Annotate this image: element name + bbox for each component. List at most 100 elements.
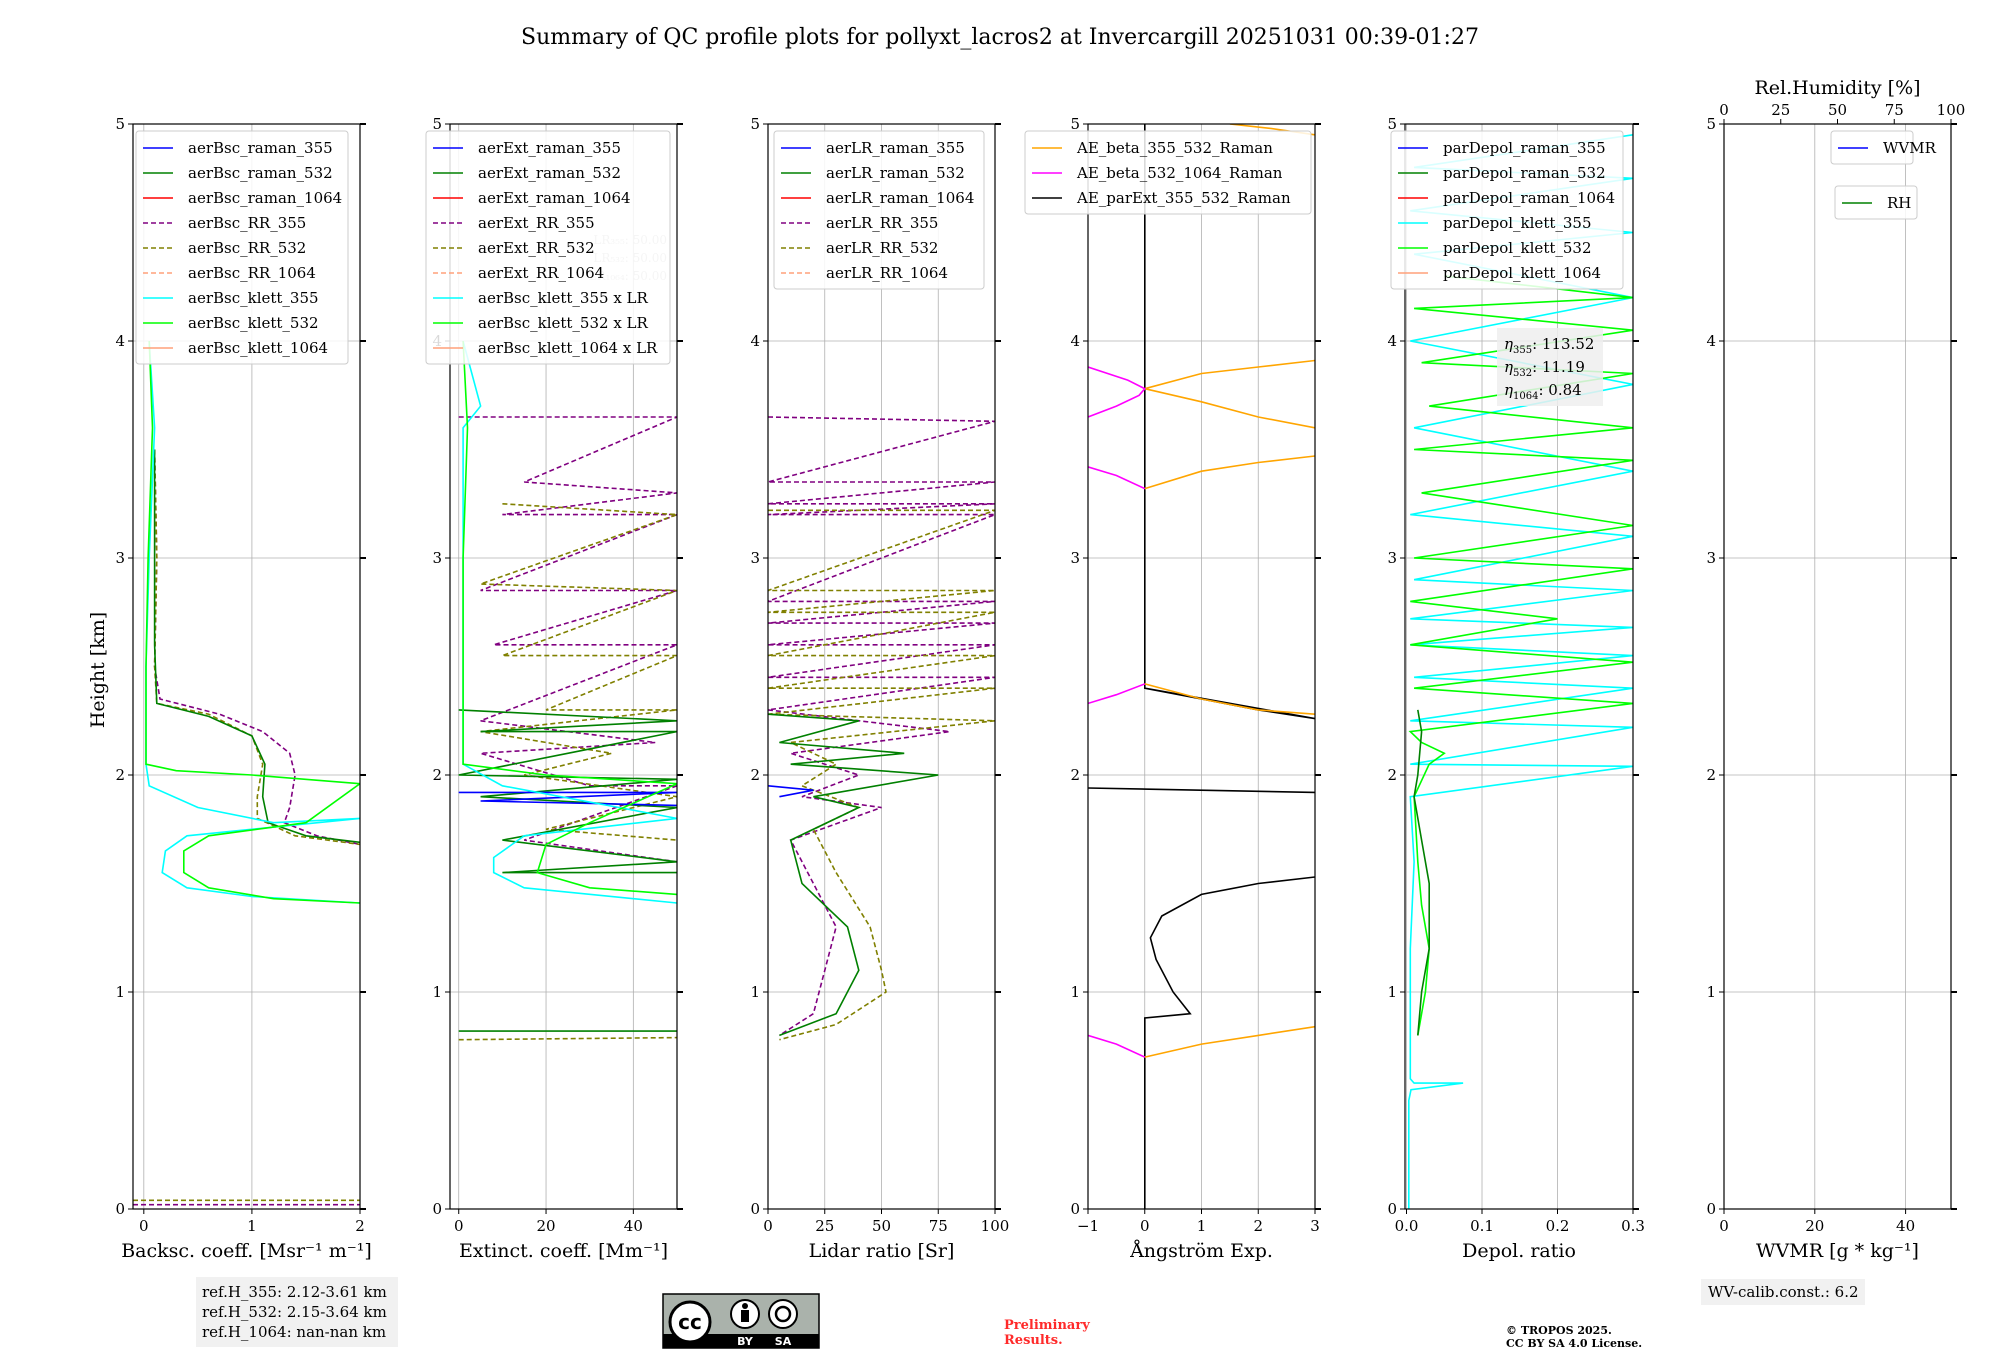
series-group: [768, 416, 995, 1041]
legend-entry: aerLR_RR_1064: [826, 264, 948, 282]
series-line-aerBsc_RR_532: [153, 449, 360, 846]
x-axis-label: Lidar ratio [Sr]: [809, 1240, 955, 1262]
y-tick-label: 5: [432, 115, 442, 133]
legend-entry: aerBsc_klett_532: [188, 314, 319, 332]
x-axis-label: Depol. ratio: [1462, 1240, 1576, 1262]
series-line-aerExt_raman_355: [458, 791, 677, 807]
legend-entry: aerBsc_klett_355: [188, 289, 319, 307]
y-tick-label: 0: [1706, 1200, 1716, 1218]
x-tick-label: 0.1: [1470, 1217, 1494, 1235]
y-tick-label: 4: [750, 332, 760, 350]
series-line-AE_beta_532_1064_Raman_a: [1088, 1034, 1146, 1058]
y-tick-label: 4: [115, 332, 125, 350]
x-axis-label: Extinct. coeff. [Mm⁻¹]: [459, 1240, 668, 1262]
panel-dep: 0.0 0.1 0.2 0.3 0 1 2 3 4 5 Depol. ratio parDepol_r…: [1387, 115, 1644, 1262]
ref-height-box: ref.H_355: 2.12-3.61 km ref.H_532: 2.15-…: [196, 1277, 398, 1347]
y-tick-label: 2: [432, 766, 442, 784]
legend-entry: aerBsc_raman_532: [188, 164, 333, 182]
legend-entry: parDepol_klett_1064: [1443, 264, 1601, 282]
legend-entry: aerBsc_klett_532 x LR: [478, 314, 649, 332]
axes-frame: [132, 123, 361, 1210]
x-tick-label: 40: [624, 1217, 643, 1235]
legend-box: [1024, 130, 1312, 215]
y-tick-label: 4: [1706, 332, 1716, 350]
panel-lr: 0 25 50 75 100 0 1 2 3 4 5 Lidar ratio [Sr] aerLR_ra…: [750, 115, 1009, 1262]
series-line-AE_beta_355_532_Raman_a: [1144, 1025, 1315, 1058]
y-tick-label: 3: [1070, 549, 1080, 567]
x2-axis-label: Rel.Humidity [%]: [1754, 77, 1920, 99]
y-tick-label: 2: [115, 766, 125, 784]
legend-entry: aerExt_RR_532: [478, 239, 595, 257]
series-group: [1408, 134, 1633, 1209]
y-tick-label: 1: [432, 983, 442, 1001]
legend-entry: aerLR_raman_1064: [826, 189, 974, 207]
legend-box: [425, 130, 671, 365]
legend-entry: aerLR_raman_532: [826, 164, 965, 182]
x-tick-label: 25: [815, 1217, 834, 1235]
x2-tick-label: 100: [1937, 101, 1966, 119]
legend-entry: RH: [1887, 194, 1911, 212]
wv-calib-box: WV-calib.const.: 6.2: [1701, 1279, 1865, 1305]
y-tick-label: 0: [750, 1200, 760, 1218]
y-tick-label: 2: [1387, 766, 1397, 784]
x-tick-label: 2: [355, 1217, 365, 1235]
preliminary-label: Preliminary: [1004, 1318, 1090, 1333]
x-tick-label: 0.0: [1395, 1217, 1419, 1235]
x2-tick-label: 50: [1828, 101, 1847, 119]
legend-entry: aerLR_RR_532: [826, 239, 938, 257]
series-line-AE_beta_355_532_Raman_d: [1144, 387, 1315, 429]
legend-entry: aerBsc_raman_355: [188, 139, 333, 157]
y-tick-label: 3: [115, 549, 125, 567]
eta-value: η355: 113.52: [1504, 335, 1594, 356]
x-tick-label: 0: [763, 1217, 773, 1235]
y-tick-label: 0: [432, 1200, 442, 1218]
series-line-AE_beta_355_532_Raman_e: [1144, 359, 1315, 390]
x-tick-label: 0.2: [1546, 1217, 1570, 1235]
x-tick-label: 3: [1310, 1217, 1320, 1235]
legend-entry: AE_parExt_355_532_Raman: [1076, 189, 1291, 207]
series-group: [133, 340, 360, 1206]
x-tick-label: 20: [536, 1217, 555, 1235]
series-line-aerBsc_klett_532: [145, 340, 360, 904]
series-line-AE_beta_532_1064_Raman_d: [1088, 366, 1147, 418]
y-tick-label: 1: [1706, 983, 1716, 1001]
x-axis-label: WVMR [g * kg⁻¹]: [1756, 1240, 1919, 1262]
x-axis-label: Ångström Exp.: [1129, 1240, 1273, 1262]
x-tick-label: 0: [454, 1217, 464, 1235]
series-line-aerBsc_klett_532 x LR: [462, 340, 677, 896]
series-line-aerBsc_klett_355 x LR: [462, 340, 677, 904]
eta-value: η532: 11.19: [1504, 358, 1585, 379]
y-tick-label: 3: [1387, 549, 1397, 567]
ref-height-355: ref.H_355: 2.12-3.61 km: [202, 1283, 387, 1301]
series-line-aerLR_raman_355: [768, 785, 814, 798]
axes-frame: [1404, 123, 1634, 1210]
share-alike-icon: [768, 1299, 798, 1329]
y-tick-label: 2: [1706, 766, 1716, 784]
y-tick-label: 5: [750, 115, 760, 133]
axes-frame: [449, 123, 678, 1210]
y-axis-label: Height [km]: [87, 612, 109, 728]
panel-ext: 02040012345Extinct. coeff. [Mm⁻¹]LR₃₅₅: …: [425, 115, 683, 1262]
y-tick-label: 5: [1070, 115, 1080, 133]
series-line-aerLR_raman_532: [768, 713, 939, 1037]
x-tick-label: 40: [1896, 1217, 1915, 1235]
x-tick-label: 0: [1719, 1217, 1729, 1235]
copyright-line-2: CC BY SA 4.0 License.: [1506, 1337, 1642, 1350]
x-tick-label: 50: [872, 1217, 891, 1235]
y-tick-label: 5: [1706, 115, 1716, 133]
legend-entry: aerBsc_RR_1064: [188, 264, 316, 282]
legend-entry: aerExt_raman_355: [478, 139, 621, 157]
legend-entry: parDepol_klett_355: [1443, 214, 1592, 232]
ref-height-532: ref.H_532: 2.15-3.64 km: [202, 1303, 387, 1321]
legend-box: [773, 130, 985, 290]
x-tick-label: 20: [1805, 1217, 1824, 1235]
y-tick-label: 5: [1387, 115, 1397, 133]
x-tick-label: −1: [1077, 1217, 1099, 1235]
series-line-aerExt_RR_532: [480, 503, 677, 841]
y-tick-label: 5: [115, 115, 125, 133]
eta-box: [1497, 328, 1603, 406]
y-tick-label: 1: [1070, 983, 1080, 1001]
legend-entry: AE_beta_355_532_Raman: [1076, 139, 1273, 157]
series-line-aerBsc_RR_355: [153, 449, 360, 846]
